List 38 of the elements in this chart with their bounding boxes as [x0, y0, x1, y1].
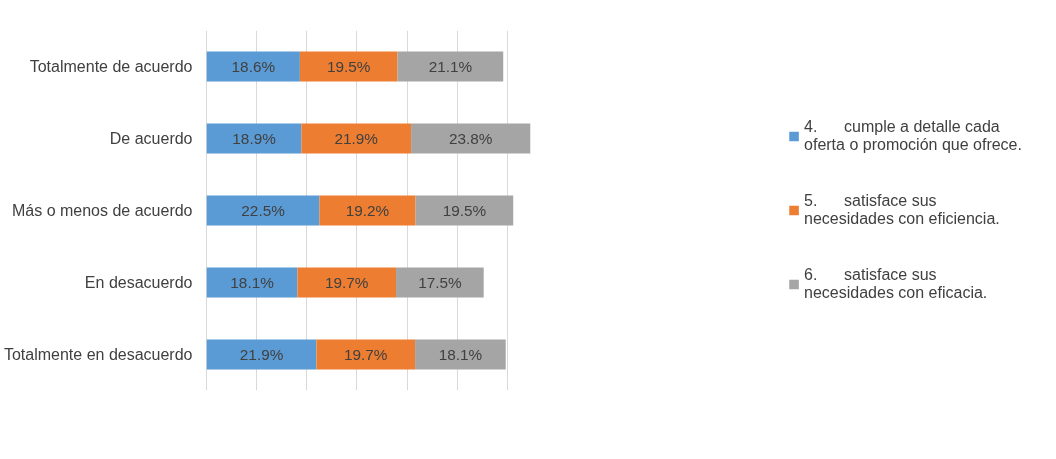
bar — [415, 339, 506, 370]
legend-label: 4. cumple a detalle cada oferta o promoción que ofrece. — [804, 117, 1022, 155]
legend-label: 6. satisface sus necesidades con eficacia. — [804, 265, 988, 303]
bar — [316, 339, 416, 370]
y-tick-label: Más o menos de acuerdo — [11, 202, 193, 219]
bar — [206, 195, 320, 226]
data-label: 21.1% — [428, 58, 473, 75]
y-tick-label: De acuerdo — [109, 130, 193, 147]
data-label: 19.5% — [442, 202, 487, 219]
bar — [206, 123, 302, 154]
bar — [297, 267, 397, 298]
data-label: 17.5% — [418, 274, 462, 291]
data-label: 23.8% — [448, 130, 493, 147]
data-label: 18.1% — [230, 274, 275, 291]
bar — [411, 123, 531, 154]
y-tick-label: Totalmente de acuerdo — [29, 58, 193, 75]
legend-label: 5. satisface sus necesidades con eficiencia. — [804, 191, 1000, 229]
bar — [301, 123, 412, 154]
data-label: 21.9% — [334, 130, 379, 147]
bar — [206, 339, 317, 370]
data-label: 18.9% — [232, 130, 277, 147]
bar — [319, 195, 416, 226]
data-label: 18.1% — [438, 346, 483, 363]
data-label: 19.7% — [324, 274, 369, 291]
data-label: 22.5% — [241, 202, 286, 219]
bar — [396, 267, 484, 298]
bar — [206, 51, 300, 82]
data-label: 19.2% — [345, 202, 390, 219]
data-label: 19.7% — [344, 346, 388, 363]
bar — [299, 51, 398, 82]
bar — [397, 51, 504, 82]
y-tick-label: Totalmente en desacuerdo — [3, 346, 193, 363]
bar — [415, 195, 514, 226]
data-label: 19.5% — [326, 58, 371, 75]
data-label: 18.6% — [231, 58, 276, 75]
y-tick-label: En desacuerdo — [84, 274, 193, 291]
data-label: 21.9% — [239, 346, 284, 363]
bar — [206, 267, 298, 298]
